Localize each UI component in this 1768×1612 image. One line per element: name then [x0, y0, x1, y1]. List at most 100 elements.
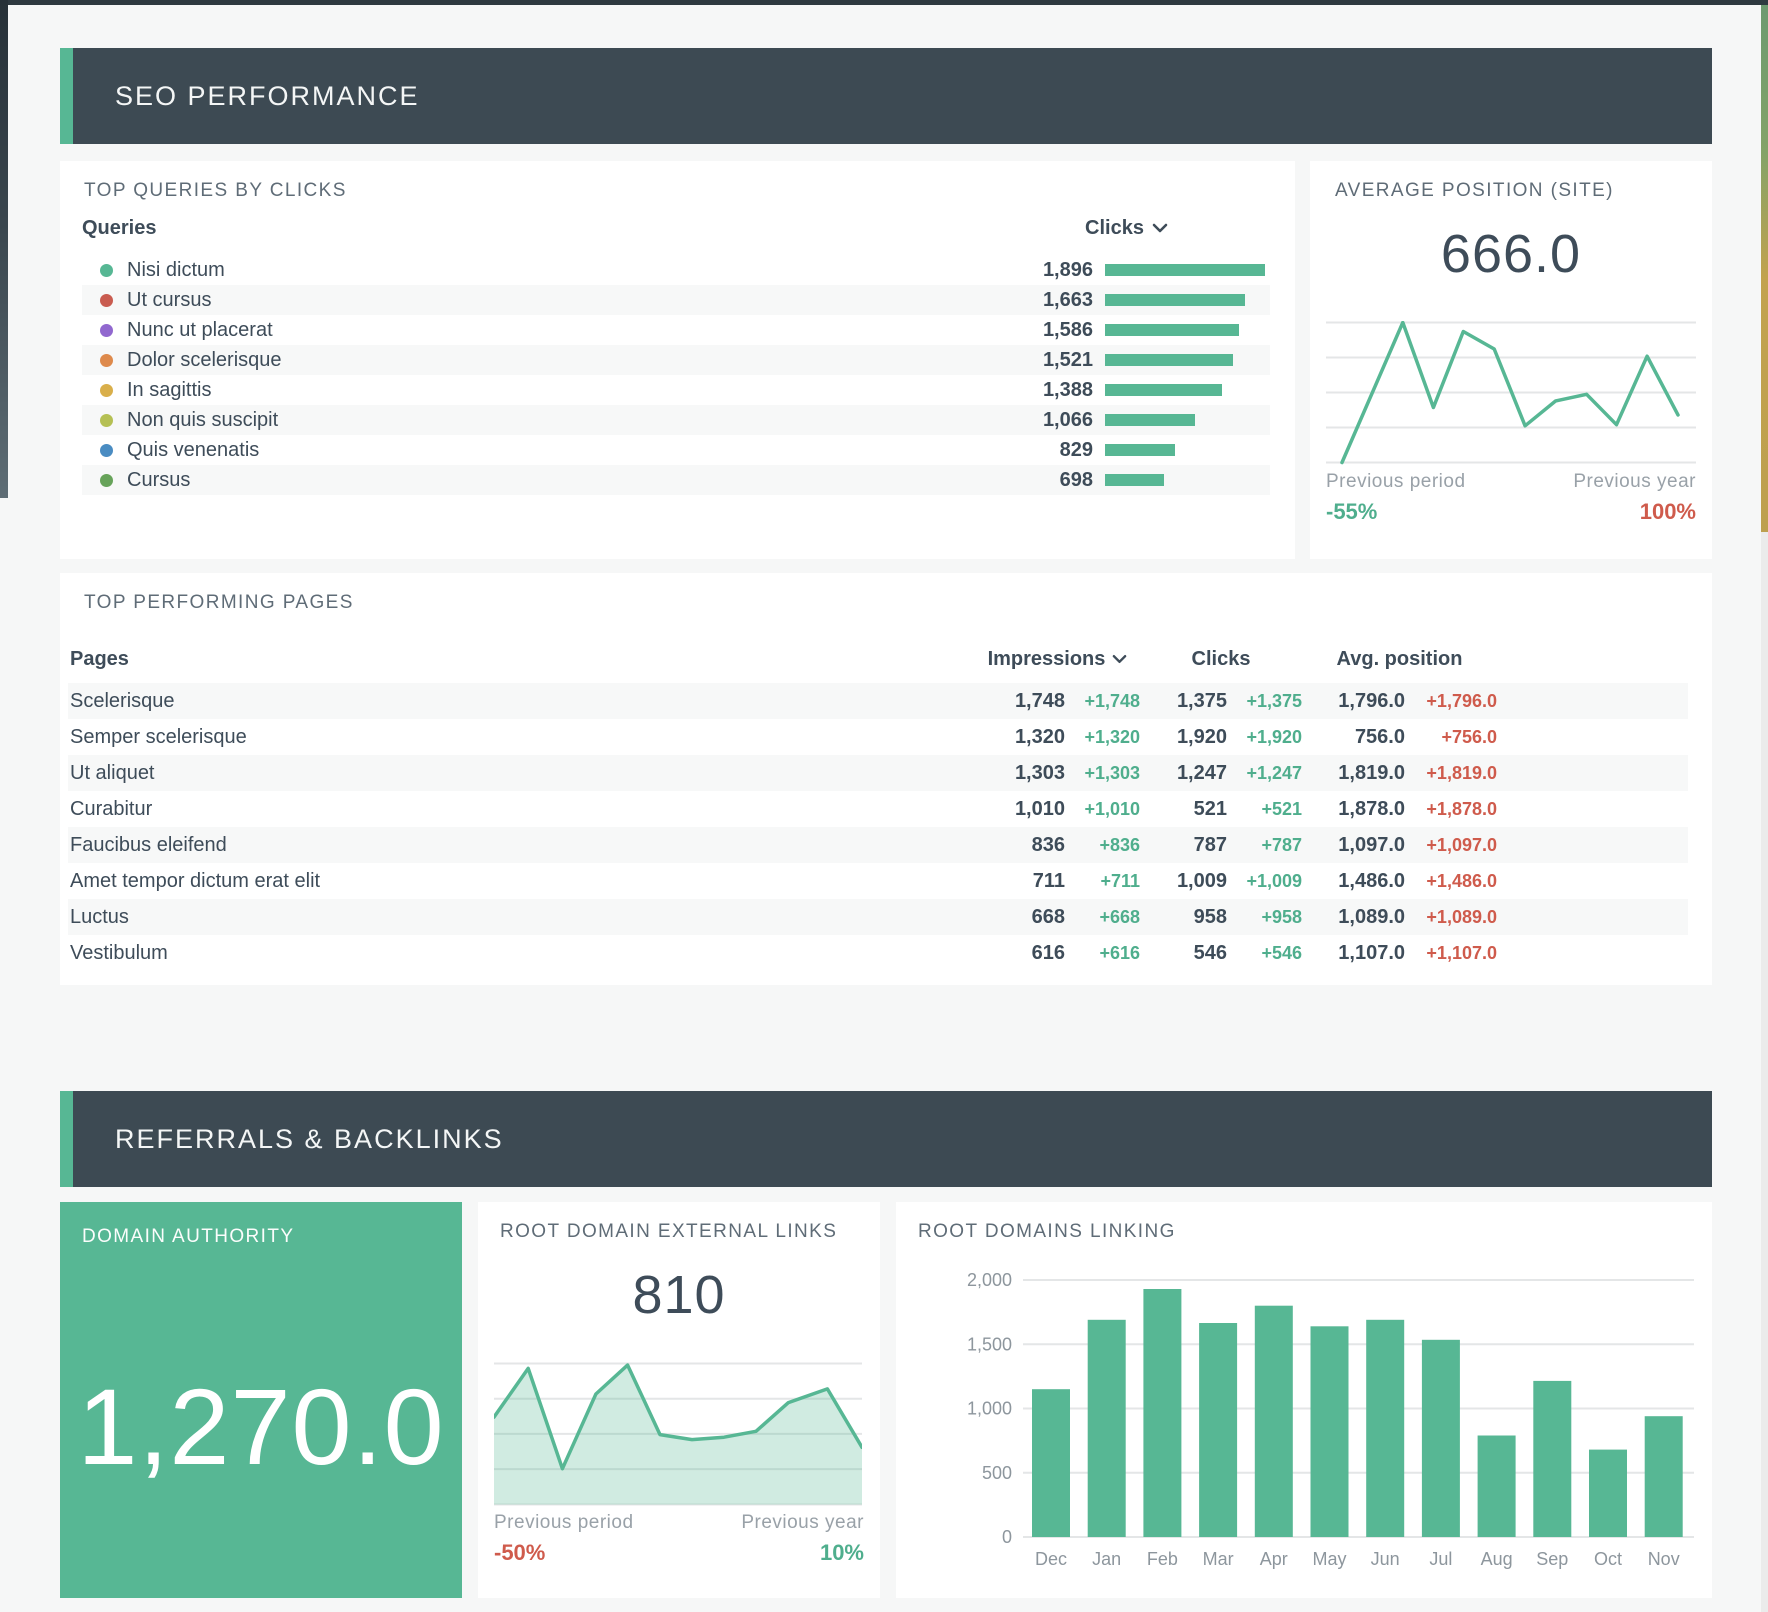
- svg-text:Nov: Nov: [1648, 1549, 1680, 1569]
- widget-title: TOP QUERIES BY CLICKS: [84, 180, 347, 201]
- clicks-bar: [1105, 384, 1222, 396]
- avg-position-delta: +1,796.0: [1426, 690, 1497, 711]
- top-queries-card: TOP QUERIES BY CLICKS Queries Clicks Nis…: [60, 161, 1295, 559]
- clicks-delta: +1,247: [1246, 762, 1302, 783]
- page-row[interactable]: Scelerisque 1,748 +1,748 1,375 +1,375 1,796.0…: [68, 683, 1688, 719]
- page-row[interactable]: Faucibus eleifend 836 +836 787 +787 1,097.0 +1…: [68, 827, 1688, 863]
- average-position-value: 666.0: [1440, 224, 1582, 284]
- page-row[interactable]: Amet tempor dictum erat elit 711 +711 1,009…: [68, 863, 1688, 899]
- clicks-value: 958: [1193, 905, 1227, 928]
- page-name: Scelerisque: [70, 689, 175, 712]
- query-row[interactable]: Nisi dictum 1,896: [82, 255, 1270, 285]
- avg-position-value: 1,796.0: [1338, 689, 1405, 712]
- page-row[interactable]: Luctus 668 +668 958 +958 1,089.0 +1,089.0: [68, 899, 1688, 935]
- impressions-value: 668: [1031, 905, 1065, 928]
- column-header-avg-position[interactable]: Avg. position: [1336, 647, 1463, 670]
- query-row[interactable]: In sagittis 1,388: [82, 375, 1270, 405]
- domain-authority-value: 1,270.0: [77, 1366, 445, 1487]
- avg-position-value: 1,097.0: [1338, 833, 1405, 856]
- queries-rows: Nisi dictum 1,896 Ut cursus 1,663 Nunc ut pl…: [82, 255, 1270, 495]
- bar-Dec: [1032, 1389, 1070, 1537]
- page-name: Curabitur: [70, 797, 153, 820]
- avg-position-delta: +1,486.0: [1426, 870, 1497, 891]
- clicks-value: 1,247: [1176, 761, 1227, 784]
- page-name: Faucibus eleifend: [70, 833, 227, 856]
- impressions-delta: +616: [1099, 942, 1140, 963]
- query-row[interactable]: Quis venenatis 829: [82, 435, 1270, 465]
- svg-text:Jul: Jul: [1429, 1549, 1452, 1569]
- bar-Feb: [1143, 1289, 1182, 1537]
- svg-text:May: May: [1312, 1549, 1346, 1569]
- avg-position-delta: +1,819.0: [1426, 762, 1497, 783]
- query-clicks-value: 1,586: [1042, 318, 1093, 341]
- clicks-bar: [1105, 444, 1175, 456]
- widget-title: ROOT DOMAINS LINKING: [918, 1221, 1176, 1242]
- previous-period-label: Previous period: [1326, 471, 1466, 492]
- impressions-delta: +668: [1099, 906, 1140, 927]
- avg-position-delta: +1,878.0: [1426, 798, 1497, 819]
- avg-position-value: 1,107.0: [1338, 941, 1405, 964]
- impressions-delta: +1,303: [1084, 762, 1140, 783]
- chevron-down-icon: [1152, 223, 1168, 233]
- widget-title: AVERAGE POSITION (SITE): [1335, 180, 1614, 201]
- avg-position-delta: +756.0: [1441, 726, 1497, 747]
- average-position-line-chart: [1326, 320, 1696, 470]
- avg-position-value: 756.0: [1354, 725, 1405, 748]
- svg-text:1,000: 1,000: [967, 1399, 1012, 1419]
- window-top-edge: [0, 0, 1768, 5]
- column-header-impressions-sort[interactable]: Impressions: [975, 648, 1140, 671]
- query-row[interactable]: Nunc ut placerat 1,586: [82, 315, 1270, 345]
- query-row[interactable]: Dolor scelerisque 1,521: [82, 345, 1270, 375]
- query-label: Ut cursus: [127, 288, 212, 311]
- avg-position-value: 1,878.0: [1338, 797, 1405, 820]
- previous-year-label: Previous year: [1573, 471, 1696, 492]
- section-header-referrals-backlinks: REFERRALS & BACKLINKS: [60, 1091, 1712, 1187]
- page-row[interactable]: Semper scelerisque 1,320 +1,320 1,920 +1,920…: [68, 719, 1688, 755]
- sidebar-edge: [0, 0, 8, 498]
- query-clicks-value: 1,066: [1042, 408, 1093, 431]
- clicks-bar: [1105, 324, 1239, 336]
- impressions-value: 1,320: [1014, 725, 1065, 748]
- column-header-clicks[interactable]: Clicks: [1191, 647, 1251, 670]
- clicks-value: 1,009: [1176, 869, 1227, 892]
- bar-Apr: [1254, 1305, 1293, 1537]
- svg-text:Feb: Feb: [1147, 1549, 1178, 1569]
- series-color-dot: [100, 413, 113, 427]
- svg-text:2,000: 2,000: [967, 1270, 1012, 1290]
- domains-linking-card: ROOT DOMAINS LINKING 0 500 1,000 1,500 2,000…: [896, 1202, 1712, 1598]
- page-row[interactable]: Curabitur 1,010 +1,010 521 +521 1,878.0 +1,878…: [68, 791, 1688, 827]
- top-pages-card: TOP PERFORMING PAGES Pages Impressions C…: [60, 573, 1712, 985]
- external-links-area-chart: [492, 1362, 864, 1512]
- clicks-delta: +546: [1261, 942, 1302, 963]
- bar-Aug: [1477, 1435, 1516, 1537]
- query-row[interactable]: Non quis suscipit 1,066: [82, 405, 1270, 435]
- column-header-clicks-sort[interactable]: Clicks: [983, 217, 1270, 240]
- svg-text:Oct: Oct: [1594, 1549, 1622, 1569]
- impressions-delta: +1,010: [1084, 798, 1140, 819]
- impressions-delta: +1,320: [1084, 726, 1140, 747]
- series-color-dot: [100, 323, 113, 337]
- clicks-value: 521: [1193, 797, 1227, 820]
- widget-title: DOMAIN AUTHORITY: [82, 1226, 295, 1247]
- column-header-queries: Queries: [82, 216, 157, 239]
- impressions-delta: +836: [1099, 834, 1140, 855]
- section-accent-bar: [60, 1091, 73, 1187]
- query-clicks-value: 1,521: [1042, 348, 1093, 371]
- previous-year-value: 100%: [1639, 499, 1696, 524]
- svg-text:Sep: Sep: [1536, 1549, 1568, 1569]
- bar-May: [1310, 1326, 1349, 1537]
- query-row[interactable]: Cursus 698: [82, 465, 1270, 495]
- page-row[interactable]: Vestibulum 616 +616 546 +546 1,107.0 +1,107.0: [68, 935, 1688, 971]
- avg-position-value: 1,819.0: [1338, 761, 1405, 784]
- series-color-dot: [100, 383, 113, 397]
- clicks-value: 1,920: [1176, 725, 1227, 748]
- impressions-value: 616: [1031, 941, 1065, 964]
- query-clicks-value: 698: [1059, 468, 1093, 491]
- page-row[interactable]: Ut aliquet 1,303 +1,303 1,247 +1,247 1,819.0 +…: [68, 755, 1688, 791]
- section-header-seo-performance: SEO PERFORMANCE: [60, 48, 1712, 144]
- query-row[interactable]: Ut cursus 1,663: [82, 285, 1270, 315]
- avg-position-value: 1,486.0: [1338, 869, 1405, 892]
- query-label: Quis venenatis: [127, 438, 260, 461]
- clicks-bar: [1105, 354, 1233, 366]
- clicks-delta: +1,920: [1246, 726, 1302, 747]
